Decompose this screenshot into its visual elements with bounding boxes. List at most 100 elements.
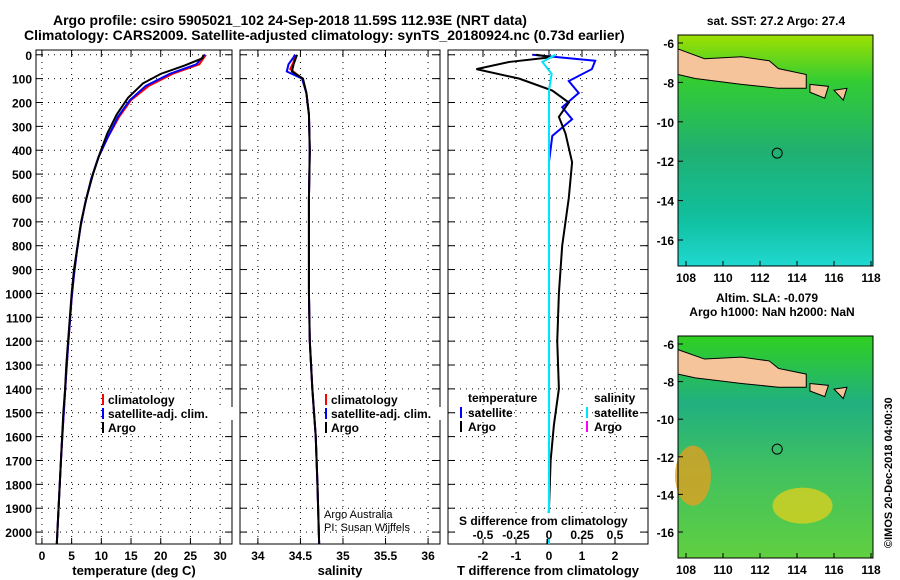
legend-swatch (102, 394, 104, 405)
panel-temp: 0100200300400500600700800900100011001200… (5, 49, 236, 578)
map-lon-label: 118 (861, 563, 881, 577)
map-lon-label: 112 (750, 271, 770, 285)
map-lat-label: -8 (663, 76, 674, 90)
x-tick-label: 0 (546, 549, 553, 563)
map-lat-label: -6 (663, 338, 674, 352)
imos-credit: ©IMOS 20-Dec-2018 04:00:30 (883, 397, 895, 548)
map-lon-label: 114 (787, 271, 807, 285)
sla-high (772, 487, 833, 524)
y-tick-label: 600 (12, 192, 32, 206)
plot-frame (35, 49, 233, 545)
map-lat-label: -16 (657, 234, 675, 248)
series-t-argo (476, 53, 574, 545)
legend-swatch (586, 421, 588, 432)
legend-label: climatology (108, 393, 175, 407)
x-tick-label: 30 (213, 549, 227, 563)
legend-swatch (325, 408, 327, 419)
land-bali-lombok (809, 382, 848, 400)
legend-bg (329, 407, 459, 420)
legend-label: Argo (331, 421, 359, 435)
title-line2: Climatology: CARS2009. Satellite-adjuste… (24, 27, 625, 43)
y-tick-label: 1900 (5, 502, 32, 516)
map-lon-label: 116 (824, 563, 844, 577)
map-lat-label: -16 (657, 526, 675, 540)
x2-tick-label: 0.25 (570, 528, 594, 542)
y-tick-label: 0 (25, 49, 32, 63)
map-lon-label: 112 (750, 563, 770, 577)
credit-line1: Argo Australia (324, 509, 393, 521)
x2-tick-label: 0 (546, 528, 553, 542)
legend-label: satellite-adj. clim. (108, 407, 208, 421)
map-lon-label: 108 (676, 563, 696, 577)
x-axis-label: salinity (318, 563, 364, 578)
series-climatology (288, 54, 321, 545)
y-tick-label: 200 (12, 97, 32, 111)
y-tick-label: 1100 (6, 311, 32, 325)
y-tick-label: 500 (12, 168, 32, 182)
legend-bg (457, 513, 637, 539)
legend-swatch (325, 422, 327, 433)
y-tick-label: 1400 (5, 383, 32, 397)
legend-label: satellite (594, 406, 639, 420)
map-lat-label: -10 (657, 116, 675, 130)
map-lat-label: -6 (663, 37, 674, 51)
x2-tick-label: -0.25 (502, 528, 530, 542)
y-tick-label: 1600 (5, 431, 32, 445)
y-tick-label: 700 (12, 216, 32, 230)
y-tick-label: 2000 (5, 526, 32, 540)
map-lon-label: 110 (713, 563, 733, 577)
x-tick-label: 35 (336, 549, 350, 563)
x-tick-label: 35.5 (374, 549, 398, 563)
legend-swatch (325, 394, 327, 405)
y-tick-label: 100 (12, 73, 32, 87)
legend-swatch (460, 421, 462, 432)
x-tick-label: 15 (124, 549, 138, 563)
series-satellite-adj-clim- (285, 54, 321, 545)
map-lon-label: 116 (824, 271, 844, 285)
y-tick-label: 800 (12, 240, 32, 254)
legend-label: Argo (594, 420, 622, 434)
x-tick-label: 1 (579, 549, 586, 563)
x-tick-label: 34.5 (289, 549, 313, 563)
legend-bg (106, 393, 178, 406)
legend-bg (106, 421, 132, 434)
legend-swatch (102, 422, 104, 433)
x-tick-label: 36 (421, 549, 435, 563)
legend-label: satellite-adj. clim. (331, 407, 431, 421)
argo-position-marker (771, 147, 783, 159)
map-lat-label: -10 (657, 413, 675, 427)
argo-position-marker (771, 443, 783, 455)
map-title: sat. SST: 27.2 Argo: 27.4 (707, 14, 846, 28)
series-s-satellite (540, 53, 557, 544)
map-lat-label: -8 (663, 376, 674, 390)
legend-bg (106, 407, 236, 420)
x2-tick-label: -0.5 (473, 528, 494, 542)
land-bali-lombok (809, 83, 848, 102)
x-tick-label: 34 (251, 549, 265, 563)
y-tick-label: 1800 (5, 478, 32, 492)
x2-axis-label: S difference from climatology (459, 514, 628, 528)
map-1: -6 -8 -10 -12 -14 -16 108 110 112 114 116 118 sat. S… (657, 14, 881, 285)
x-tick-label: -2 (478, 549, 489, 563)
map-2: -6 -8 -10 -12 -14 -16 108 110 112 114 116 118 Altim.… (657, 291, 881, 577)
legend-bg (329, 421, 355, 434)
land-java (677, 348, 807, 388)
map-frame (677, 335, 874, 559)
x-tick-label: 25 (184, 549, 198, 563)
x-axis-label: temperature (deg C) (72, 563, 196, 578)
y-tick-label: 1700 (5, 454, 32, 468)
map-frame (677, 34, 874, 267)
plot-frame (239, 49, 441, 545)
map-title: Altim. SLA: -0.079 (716, 291, 818, 305)
legend-swatch (102, 408, 104, 419)
legend-title-salinity: salinity (594, 391, 636, 405)
y-tick-label: 1500 (5, 407, 32, 421)
y-tick-label: 300 (12, 120, 32, 134)
y-tick-label: 1200 (5, 335, 32, 349)
y-tick-label: 1300 (5, 359, 32, 373)
legend-label: Argo (108, 421, 136, 435)
x-tick-label: -1 (511, 549, 522, 563)
y-tick-label: 900 (12, 264, 32, 278)
series-t-satellite (532, 53, 597, 544)
x-tick-label: 0 (39, 549, 46, 563)
